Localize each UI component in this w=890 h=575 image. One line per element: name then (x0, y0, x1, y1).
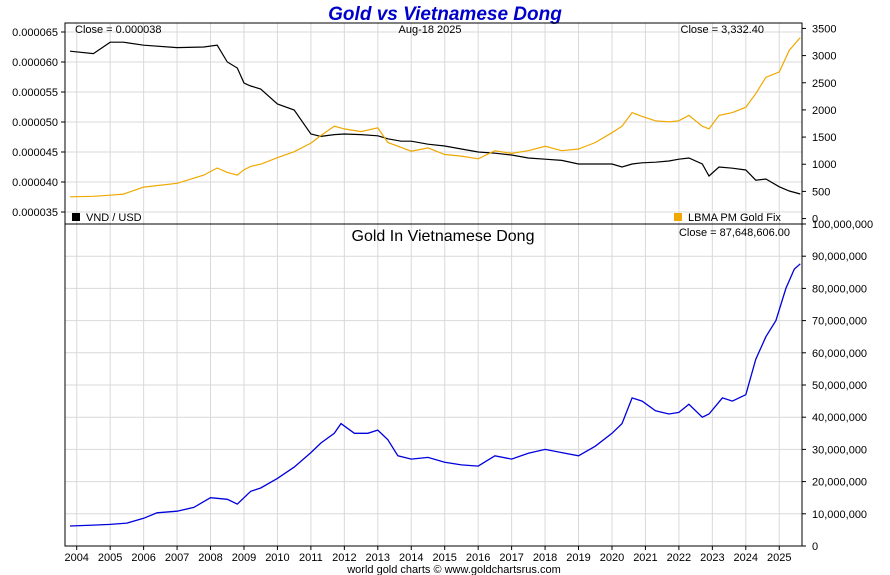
series-line-gold-in-vnd (69, 263, 801, 527)
bottom-panel-title: Gold In Vietnamese Dong (352, 228, 535, 245)
y-tick-label: 100,000,000 (812, 219, 873, 231)
y-left-tick-label: 0.000045 (12, 147, 58, 159)
y-right-tick-label: 3000 (812, 51, 836, 63)
top-panel-frame (64, 22, 803, 225)
x-tick-label: 2009 (232, 552, 256, 564)
bottom-grid (65, 223, 802, 547)
x-tick-label: 2022 (667, 552, 691, 564)
y-tick-label: 10,000,000 (812, 509, 867, 521)
y-right-tick-label: 1500 (812, 132, 836, 144)
y-right-tick-label: 0 (812, 214, 818, 226)
x-tick-label: 2013 (366, 552, 390, 564)
y-right-tick-label: 2500 (812, 78, 836, 90)
date-label: Aug-18 2025 (399, 24, 462, 36)
x-tick-label: 2012 (332, 552, 356, 564)
top-left-axis: 0.000035 0.000040 0.000045 0.000050 0.000055… (12, 27, 65, 219)
x-tick-label: 2005 (98, 552, 122, 564)
bottom-right-axis: 0 10,000,000 20,000,000 30,000,000 40,000,00… (802, 219, 873, 553)
bottom-panel: 0 10,000,000 20,000,000 30,000,000 40,000,00… (64, 219, 873, 553)
y-tick-label: 40,000,000 (812, 412, 867, 424)
y-left-tick-label: 0.000050 (12, 117, 58, 129)
footer-credit: world gold charts © www.goldchartsrus.co… (346, 564, 561, 575)
x-tick-label: 2006 (131, 552, 155, 564)
top-grid (65, 23, 802, 224)
y-tick-label: 20,000,000 (812, 477, 867, 489)
y-tick-label: 30,000,000 (812, 444, 867, 456)
legend-swatch-gold (674, 213, 682, 221)
x-tick-label: 2024 (734, 552, 758, 564)
y-left-tick-label: 0.000035 (12, 207, 58, 219)
close-label-vnd: Close = 0.000038 (75, 24, 162, 36)
chart-title: Gold vs Vietnamese Dong (328, 4, 562, 25)
top-right-axis: 0 500 1000 1500 2000 2500 3000 3500 (802, 23, 836, 226)
x-tick-label: 2008 (198, 552, 222, 564)
x-tick-label: 2007 (165, 552, 189, 564)
bottom-panel-frame (64, 223, 803, 547)
x-tick-label: 2014 (399, 552, 423, 564)
y-tick-label: 0 (812, 541, 818, 553)
x-tick-label: 2010 (265, 552, 289, 564)
x-tick-label: 2021 (633, 552, 657, 564)
y-tick-label: 60,000,000 (812, 348, 867, 360)
y-right-tick-label: 3500 (812, 23, 836, 35)
y-right-tick-label: 2000 (812, 105, 836, 117)
x-tick-label: 2004 (64, 552, 88, 564)
y-tick-label: 90,000,000 (812, 251, 867, 263)
x-tick-label: 2025 (767, 552, 791, 564)
x-tick-label: 2019 (566, 552, 590, 564)
x-tick-label: 2020 (600, 552, 624, 564)
y-left-tick-label: 0.000040 (12, 177, 58, 189)
x-tick-label: 2015 (432, 552, 456, 564)
y-tick-label: 80,000,000 (812, 283, 867, 295)
y-tick-label: 50,000,000 (812, 380, 867, 392)
close-label-gold: Close = 3,332.40 (681, 24, 764, 36)
legend-label-vnd: VND / USD (86, 212, 142, 224)
x-tick-label: 2018 (533, 552, 557, 564)
x-tick-label: 2016 (466, 552, 490, 564)
y-left-tick-label: 0.000060 (12, 57, 58, 69)
top-panel: 0.000035 0.000040 0.000045 0.000050 0.000055… (12, 22, 836, 226)
series-line-lbma-gold (69, 37, 801, 198)
y-left-tick-label: 0.000065 (12, 27, 58, 39)
y-left-tick-label: 0.000055 (12, 87, 58, 99)
legend-label-gold: LBMA PM Gold Fix (688, 212, 781, 224)
x-axis: 2004 2005 2006 2007 2008 2009 2010 2011 2012 2013… (64, 546, 791, 564)
close-label-gold-vnd: Close = 87,648,606.00 (679, 227, 790, 239)
y-right-tick-label: 1000 (812, 159, 836, 171)
y-tick-label: 70,000,000 (812, 316, 867, 328)
x-tick-label: 2011 (299, 552, 323, 564)
x-tick-label: 2023 (700, 552, 724, 564)
x-tick-label: 2017 (499, 552, 523, 564)
y-right-tick-label: 500 (812, 186, 830, 198)
legend-swatch-vnd (72, 213, 80, 221)
series-line-vnd-usd (69, 41, 801, 195)
